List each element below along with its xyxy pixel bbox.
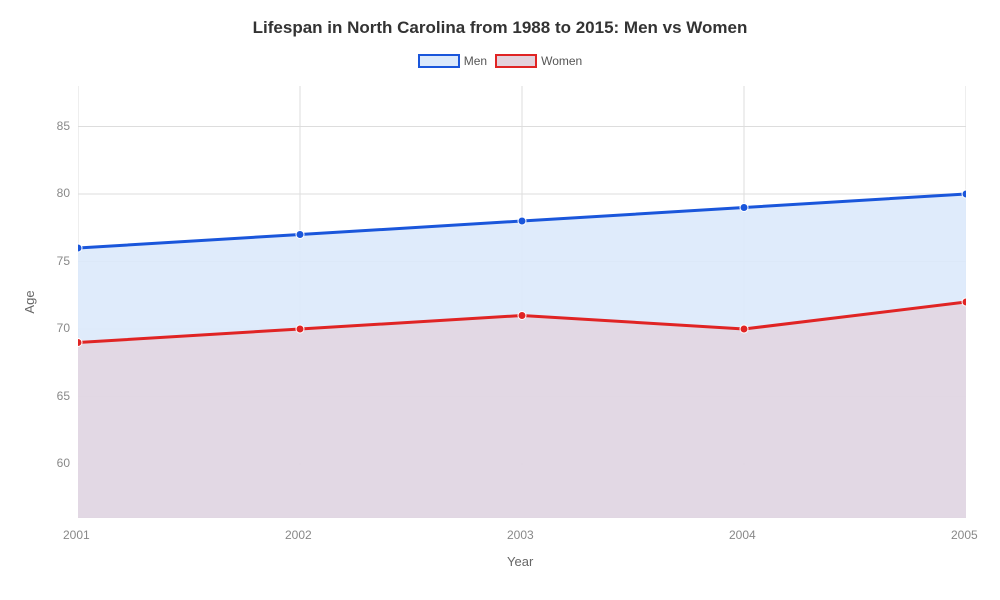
legend-label-men: Men [464, 54, 487, 68]
marker-men [740, 204, 748, 212]
marker-women [518, 312, 526, 320]
x-tick-label: 2003 [507, 528, 534, 542]
x-tick-label: 2002 [285, 528, 312, 542]
legend-item-men: Men [418, 54, 487, 68]
marker-men [962, 190, 966, 198]
marker-women [740, 325, 748, 333]
marker-men [296, 231, 304, 239]
chart-title: Lifespan in North Carolina from 1988 to … [0, 18, 1000, 38]
x-axis-label: Year [507, 554, 533, 569]
legend-swatch-men [418, 54, 460, 68]
x-tick-label: 2005 [951, 528, 978, 542]
y-tick-label: 85 [57, 119, 70, 133]
x-tick-label: 2004 [729, 528, 756, 542]
marker-women [296, 325, 304, 333]
legend-swatch-women [495, 54, 537, 68]
y-tick-label: 75 [57, 254, 70, 268]
chart-plot-area [78, 86, 966, 518]
y-tick-label: 80 [57, 186, 70, 200]
y-axis-label: Age [22, 290, 37, 313]
marker-women [78, 339, 82, 347]
chart-legend: Men Women [0, 54, 1000, 68]
marker-women [962, 298, 966, 306]
marker-men [78, 244, 82, 252]
x-tick-label: 2001 [63, 528, 90, 542]
marker-men [518, 217, 526, 225]
y-tick-label: 70 [57, 321, 70, 335]
y-tick-label: 65 [57, 389, 70, 403]
y-tick-label: 60 [57, 456, 70, 470]
legend-item-women: Women [495, 54, 582, 68]
legend-label-women: Women [541, 54, 582, 68]
